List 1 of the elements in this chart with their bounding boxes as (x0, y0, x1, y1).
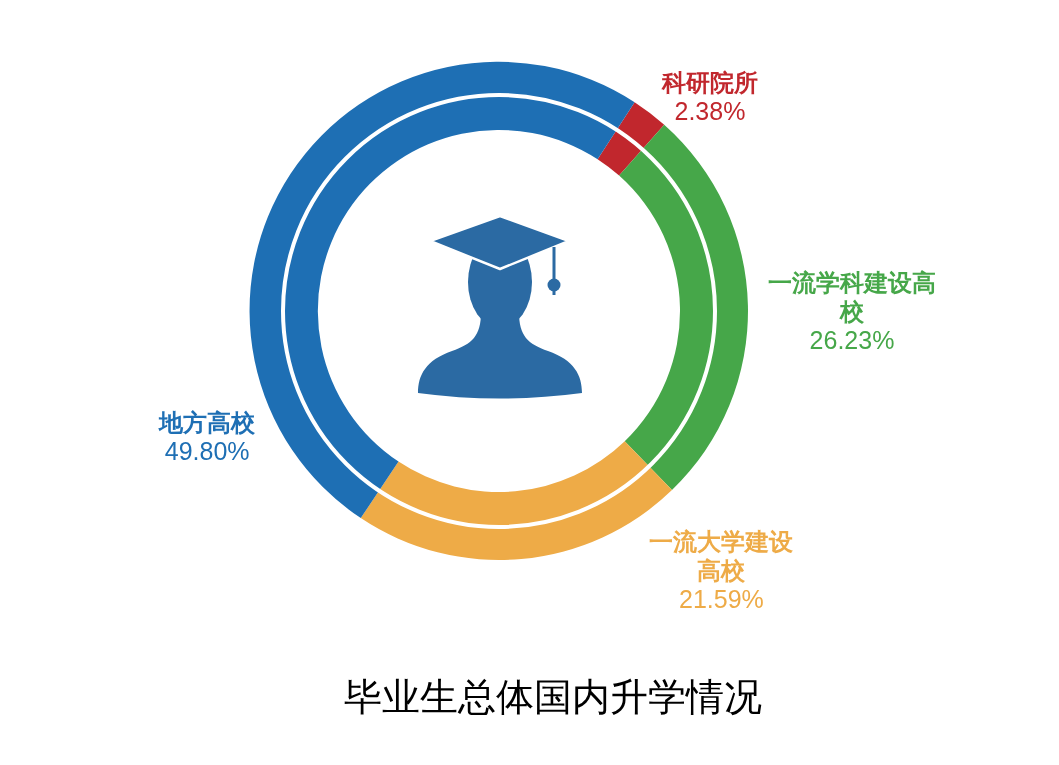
text: 毕业生总体国内升学情况 (344, 675, 762, 719)
